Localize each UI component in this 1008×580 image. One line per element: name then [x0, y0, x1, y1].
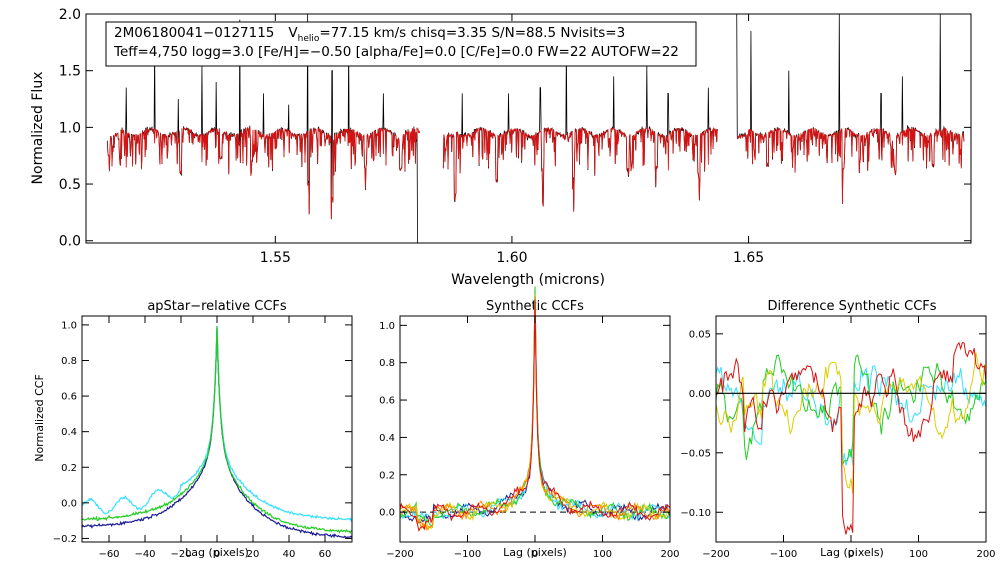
apstar-ccf-xtick-label: −60 — [98, 549, 119, 560]
spectrum-x-label: Wavelength (microns) — [451, 272, 605, 288]
difference-ccf-ticks: −200 −100 0 100 200 −0.10 −0.05 0.00 0.05 — [680, 316, 996, 560]
spectrum-model-line — [442, 126, 718, 212]
difference-ccf-x-label: Lag (pixels) — [820, 546, 884, 559]
apstar-ccf-xtick-label: 0 — [214, 549, 220, 560]
difference-ccf-line-green — [715, 354, 987, 465]
spectrum-xtick-label: 1.65 — [733, 250, 764, 266]
spectrum-observed-line — [736, 14, 965, 204]
difference-ccf-ytick-label: −0.10 — [680, 508, 711, 519]
synthetic-ccf-ytick-label: 0.0 — [379, 508, 395, 519]
synthetic-ccf-ytick-label: 0.6 — [379, 396, 395, 407]
spectrum-plot-area — [106, 14, 965, 243]
spectrum-axes-frame — [85, 13, 972, 244]
apstar-ccf-ytick-label: 0.8 — [61, 356, 77, 367]
apstar-ccf-x-label: Lag (pixels) — [185, 546, 249, 559]
spectrum-y-label: Normalized Flux — [30, 72, 46, 185]
apstar-ccf-line-green — [81, 325, 353, 535]
spectrum-observed-line — [442, 42, 719, 211]
spectrum-model-line — [106, 127, 421, 219]
apstar-ccf-ytick-label: 0.2 — [61, 463, 77, 474]
spectrum-lines — [106, 14, 965, 243]
synthetic-ccf-line-green — [399, 286, 671, 529]
apstar-ccf-xtick-label: −20 — [170, 549, 191, 560]
synthetic-ccf-xtick-label: 200 — [660, 549, 679, 560]
difference-ccf-xtick-label: −200 — [702, 549, 729, 560]
apstar-ccf-xtick-label: 60 — [319, 549, 332, 560]
synthetic-ccf-line-red — [399, 300, 671, 532]
synthetic-ccf-xtick-label: 100 — [593, 549, 612, 560]
difference-ccf-plot-area — [715, 341, 987, 535]
apstar-ccf-ytick-label: 0.4 — [61, 427, 77, 438]
synthetic-ccf-xtick-label: −200 — [386, 549, 413, 560]
difference-ccf-xtick-label: 0 — [848, 549, 854, 560]
synthetic-ccf-x-label: Lag (pixels) — [503, 546, 567, 559]
spectrum-ytick-label: 0.5 — [59, 177, 81, 193]
synthetic-ccf-panel: Synthetic CCFs −200 −100 0 100 2000.00.20.40… — [379, 286, 680, 560]
difference-ccf-title: Difference Synthetic CCFs — [767, 299, 936, 314]
apstar-ccf-ytick-label: 0.0 — [61, 498, 77, 509]
apstar-ccf-panel: apStar−relative CCFs −60 −40 −20 0 20 40 60 −0.… — [33, 299, 353, 560]
spectrum-ytick-label: 2.0 — [59, 7, 81, 23]
spectrum-xtick-label: 1.55 — [260, 250, 291, 266]
apstar-ccf-ticks: −60 −40 −20 0 20 40 60 −0.2 0.0 0.2 0.4 0.6 0.8 1.0 — [53, 316, 352, 560]
spectrum-ytick-label: 1.0 — [59, 120, 81, 136]
synthetic-ccf-ytick-label: 0.2 — [379, 470, 395, 481]
apstar-ccf-xtick-label: 40 — [283, 549, 296, 560]
spectrum-xtick-label: 1.60 — [496, 250, 527, 266]
synthetic-ccf-ytick-label: 1.0 — [379, 321, 395, 332]
apstar-ccf-axes-frame — [81, 315, 353, 543]
info-line-2: Teff=4,750 logg=3.0 [Fe/H]=−0.50 [alpha/… — [113, 44, 679, 60]
synthetic-ccf-plot-area — [399, 286, 671, 532]
synthetic-ccf-ytick-label: 0.4 — [379, 433, 395, 444]
difference-ccf-line-cyan — [715, 365, 987, 466]
info-box — [105, 21, 697, 67]
spectrum-panel: 1.55 1.60 1.65 0.0 0.5 1.0 1.5 2.0 2M06180041−0… — [30, 7, 972, 288]
spectrum-ytick-label: 1.5 — [59, 64, 81, 80]
info-line-1: 2M06180041−0127115 Vhelio=77.15 km/s chis… — [114, 25, 625, 44]
apstar-ccf-y-label: Normalized CCF — [33, 374, 46, 462]
apstar-ccf-line-cyan — [81, 326, 353, 523]
apstar-ccf-plot-area — [81, 325, 353, 539]
apstar-ccf-xtick-label: 20 — [247, 549, 260, 560]
difference-ccf-xtick-label: 100 — [909, 549, 928, 560]
spectrum-ytick-label: 0.0 — [59, 234, 81, 250]
spectrum-ticks: 1.55 1.60 1.65 0.0 0.5 1.0 1.5 2.0 — [59, 7, 971, 266]
apstar-ccf-title: apStar−relative CCFs — [147, 299, 287, 314]
synthetic-ccf-xtick-label: −100 — [454, 549, 481, 560]
synthetic-ccf-xtick-label: 0 — [532, 549, 538, 560]
difference-ccf-ytick-label: 0.05 — [689, 329, 711, 340]
difference-ccf-xtick-label: −100 — [770, 549, 797, 560]
synthetic-ccf-ticks: −200 −100 0 100 200 0.0 0.2 0.4 0.6 0.8 1.0 — [379, 316, 680, 560]
synthetic-ccf-line-orange — [399, 296, 671, 532]
difference-ccf-panel: Difference Synthetic CCFs −200 −100 0 100 20… — [680, 299, 995, 560]
apstar-ccf-ytick-label: −0.2 — [53, 534, 77, 545]
apstar-ccf-xtick-label: −40 — [134, 549, 155, 560]
apstar-ccf-ytick-label: 0.6 — [61, 392, 77, 403]
difference-ccf-ytick-label: 0.00 — [689, 389, 711, 400]
spectrum-model-line — [736, 126, 965, 204]
difference-ccf-line-yellow — [715, 352, 987, 494]
synthetic-ccf-ytick-label: 0.8 — [379, 358, 395, 369]
difference-ccf-xtick-label: 200 — [976, 549, 995, 560]
difference-ccf-ytick-label: −0.05 — [680, 448, 711, 459]
apstar-ccf-ytick-label: 1.0 — [61, 320, 77, 331]
difference-ccf-line-red — [715, 341, 987, 535]
apstar-ccf-line-navy — [81, 328, 353, 539]
